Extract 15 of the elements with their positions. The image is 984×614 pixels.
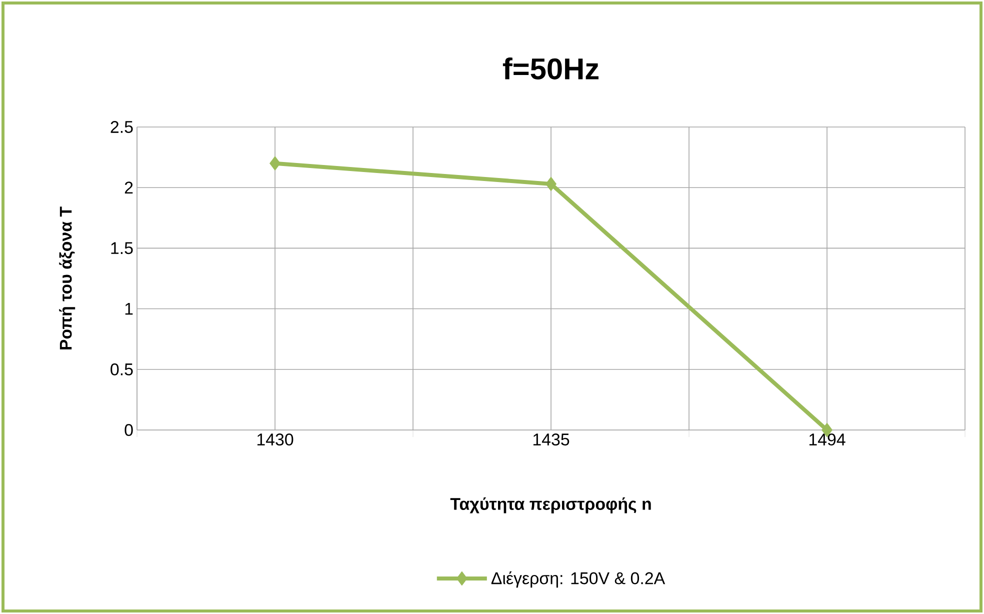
y-tick-label: 1.5 [111,242,133,254]
x-tick-label: 1494 [809,434,846,446]
y-tick-label: 2 [124,182,133,194]
legend-label: Διέγερση: 150V & 0.2A [491,571,666,588]
point [546,176,557,192]
y-tick-label: 2.5 [110,120,133,133]
x-tick-label: 1435 [533,434,570,446]
y-tick-label: 0.5 [110,363,133,376]
y-tick-label: 0 [124,424,133,436]
y-axis-title: Ροπή του άξονα T [59,206,76,350]
y-tick-label: 1 [125,302,133,315]
x-tick-label: 1430 [257,434,294,446]
x-axis-title: Ταχύτητα περιστροφής n [450,497,651,514]
point [270,156,281,171]
chart-title: f=50Hz [502,58,598,80]
